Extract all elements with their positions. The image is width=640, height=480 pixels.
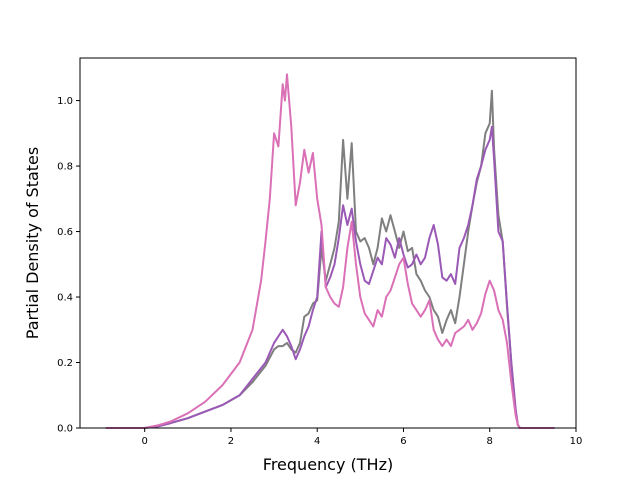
y-tick-label: 0.0 [57, 424, 73, 435]
y-axis-label: Partial Density of States [23, 147, 42, 339]
x-tick-label: 2 [228, 436, 234, 447]
series-line-1 [105, 89, 555, 429]
y-tick-label: 0.8 [57, 162, 73, 173]
x-tick-label: 8 [487, 436, 493, 447]
y-tick-label: 0.2 [57, 358, 73, 369]
y-tick-label: 0.4 [57, 293, 73, 304]
x-tick-label: 4 [314, 436, 320, 447]
y-tick-label: 0.6 [57, 227, 73, 238]
x-axis-label: Frequency (THz) [263, 455, 393, 474]
series-line-2 [105, 125, 555, 429]
y-tick-label: 1.0 [57, 96, 73, 107]
x-tick-label: 6 [400, 436, 406, 447]
x-axis-ticks: 0 2 4 6 8 10 [142, 428, 583, 447]
x-tick-label: 10 [570, 436, 583, 447]
series-line-3 [105, 73, 555, 429]
y-axis-ticks: 0.0 0.2 0.4 0.6 0.8 1.0 [57, 96, 80, 435]
axes-frame [79, 57, 577, 429]
x-tick-label: 0 [142, 436, 148, 447]
plot-area [105, 73, 555, 429]
